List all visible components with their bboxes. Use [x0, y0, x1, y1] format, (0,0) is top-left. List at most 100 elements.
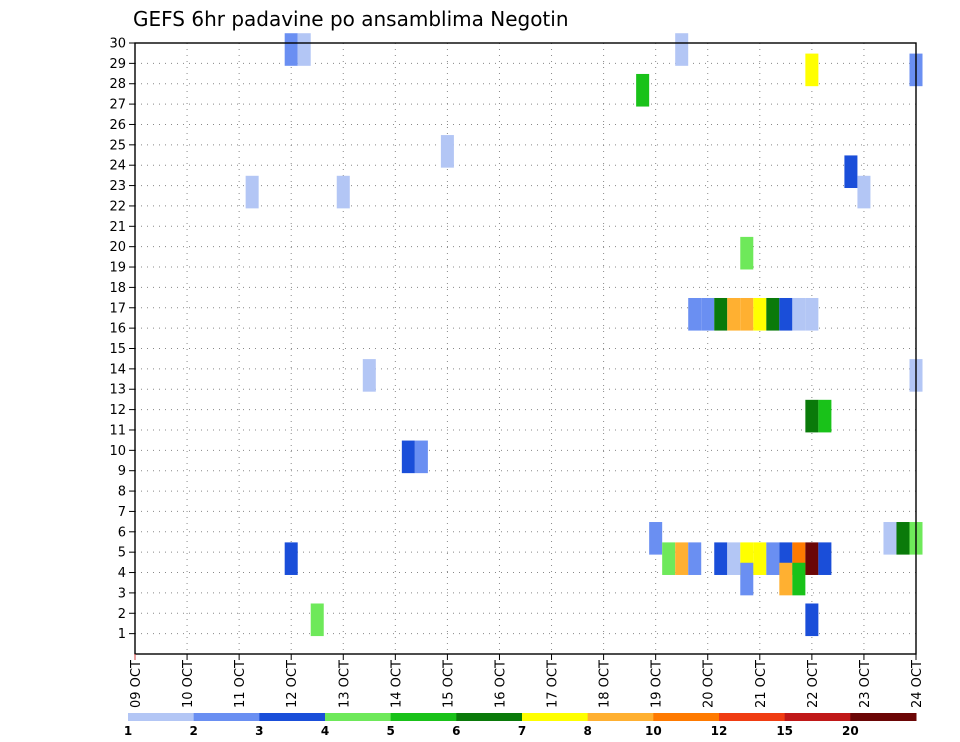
- data-cell: [805, 297, 819, 331]
- y-tick-label: 30: [109, 37, 126, 52]
- colorbar-segment: [719, 713, 786, 721]
- y-tick-label: 5: [118, 546, 126, 561]
- y-tick-label: 19: [109, 261, 126, 276]
- x-tick-labels: 09 OCT 10 OCT 11 OCT 12 OCT 13 OCT 14 OCT 15 O…: [129, 660, 925, 708]
- x-tick-label: 15 OCT: [441, 660, 456, 708]
- x-tick-label: 24 OCT: [910, 660, 925, 708]
- colorbar-segment: [193, 713, 260, 721]
- data-cell: [779, 297, 793, 331]
- data-cell: [245, 175, 259, 209]
- colorbar-label: 6: [452, 724, 460, 738]
- data-cell: [701, 297, 715, 331]
- y-tick-label: 24: [109, 159, 126, 174]
- data-cell: [818, 399, 832, 433]
- data-cell: [779, 562, 793, 596]
- y-tick-label: 27: [109, 98, 126, 113]
- colorbar-label: 8: [583, 724, 591, 738]
- colorbar: 1 2 3 4 5 6 7 8 10 12 15 20: [124, 713, 917, 738]
- colorbar-label: 1: [124, 724, 132, 738]
- colorbar-segment: [784, 713, 851, 721]
- data-cell: [362, 359, 376, 392]
- y-tick-label: 21: [109, 220, 126, 235]
- y-tick-label: 8: [118, 485, 126, 500]
- data-cell: [714, 542, 728, 575]
- data-cell: [805, 399, 819, 433]
- x-tick-label: 19 OCT: [650, 660, 665, 708]
- colorbar-label: 7: [518, 724, 526, 738]
- x-tick-label: 13 OCT: [337, 660, 352, 708]
- data-cell: [336, 175, 350, 209]
- x-tick-label: 22 OCT: [806, 660, 821, 708]
- colorbar-label: 2: [189, 724, 197, 738]
- data-cell: [805, 603, 819, 637]
- colorbar-segment: [653, 713, 720, 721]
- data-cell: [792, 297, 806, 331]
- colorbar-label: 5: [386, 724, 394, 738]
- data-cell: [818, 542, 832, 575]
- data-cell: [740, 236, 754, 270]
- data-cell: [753, 297, 767, 331]
- y-tick-label: 26: [109, 118, 126, 133]
- y-tick-label: 20: [109, 240, 126, 255]
- colorbar-segment: [850, 713, 917, 721]
- colorbar-label: 3: [255, 724, 263, 738]
- y-tick-label: 9: [118, 464, 126, 479]
- y-tick-label: 23: [109, 179, 126, 194]
- x-tick-label: 14 OCT: [389, 660, 404, 708]
- colorbar-segment: [128, 713, 195, 721]
- data-cell: [766, 297, 780, 331]
- data-cell: [792, 562, 806, 596]
- y-tick-labels: 1234567891011121314151617181920212223242…: [109, 37, 126, 643]
- x-tick-label: 18 OCT: [598, 660, 613, 708]
- y-tick-label: 17: [109, 301, 126, 316]
- colorbar-segment: [456, 713, 523, 721]
- y-tick-label: 13: [109, 383, 126, 398]
- axes: [129, 42, 917, 660]
- y-tick-label: 6: [118, 525, 126, 540]
- y-tick-label: 11: [109, 423, 126, 438]
- chart-title: GEFS 6hr padavine po ansamblima Negotin: [133, 7, 569, 31]
- data-cell: [805, 53, 819, 87]
- x-tick-label: 09 OCT: [129, 660, 144, 708]
- y-tick-label: 22: [109, 199, 126, 214]
- y-tick-label: 1: [118, 627, 126, 642]
- data-cell: [675, 542, 689, 575]
- data-cell: [675, 33, 689, 66]
- colorbar-segment: [259, 713, 326, 721]
- colorbar-segment: [390, 713, 457, 721]
- data-cell: [896, 522, 910, 555]
- y-tick-label: 7: [118, 505, 126, 520]
- x-tick-label: 16 OCT: [493, 660, 508, 708]
- data-cell: [727, 297, 741, 331]
- x-tick-label: 21 OCT: [754, 660, 769, 708]
- data-cell: [401, 440, 415, 474]
- data-cell: [649, 522, 663, 555]
- data-cells: [245, 33, 923, 637]
- x-tick-label: 11 OCT: [233, 660, 248, 708]
- data-cell: [844, 155, 858, 189]
- colorbar-segment: [587, 713, 654, 721]
- colorbar-label: 12: [711, 724, 728, 738]
- data-cell: [727, 542, 741, 575]
- data-cell: [805, 542, 819, 575]
- x-tick-label: 12 OCT: [285, 660, 300, 708]
- y-tick-label: 29: [109, 57, 126, 72]
- data-cell: [883, 522, 897, 555]
- y-tick-label: 15: [109, 342, 126, 357]
- data-cell: [740, 297, 754, 331]
- colorbar-label: 4: [321, 724, 329, 738]
- data-cell: [766, 542, 780, 575]
- y-tick-label: 4: [118, 566, 126, 581]
- colorbar-label: 15: [776, 724, 793, 738]
- y-tick-label: 18: [109, 281, 126, 296]
- y-tick-label: 14: [109, 362, 126, 377]
- data-cell: [636, 73, 650, 107]
- y-tick-label: 16: [109, 322, 126, 337]
- y-tick-label: 28: [109, 77, 126, 92]
- data-cell: [414, 440, 428, 474]
- colorbar-label: 20: [842, 724, 859, 738]
- y-tick-label: 25: [109, 138, 126, 153]
- x-tick-label: 23 OCT: [858, 660, 873, 708]
- data-cell: [284, 542, 298, 575]
